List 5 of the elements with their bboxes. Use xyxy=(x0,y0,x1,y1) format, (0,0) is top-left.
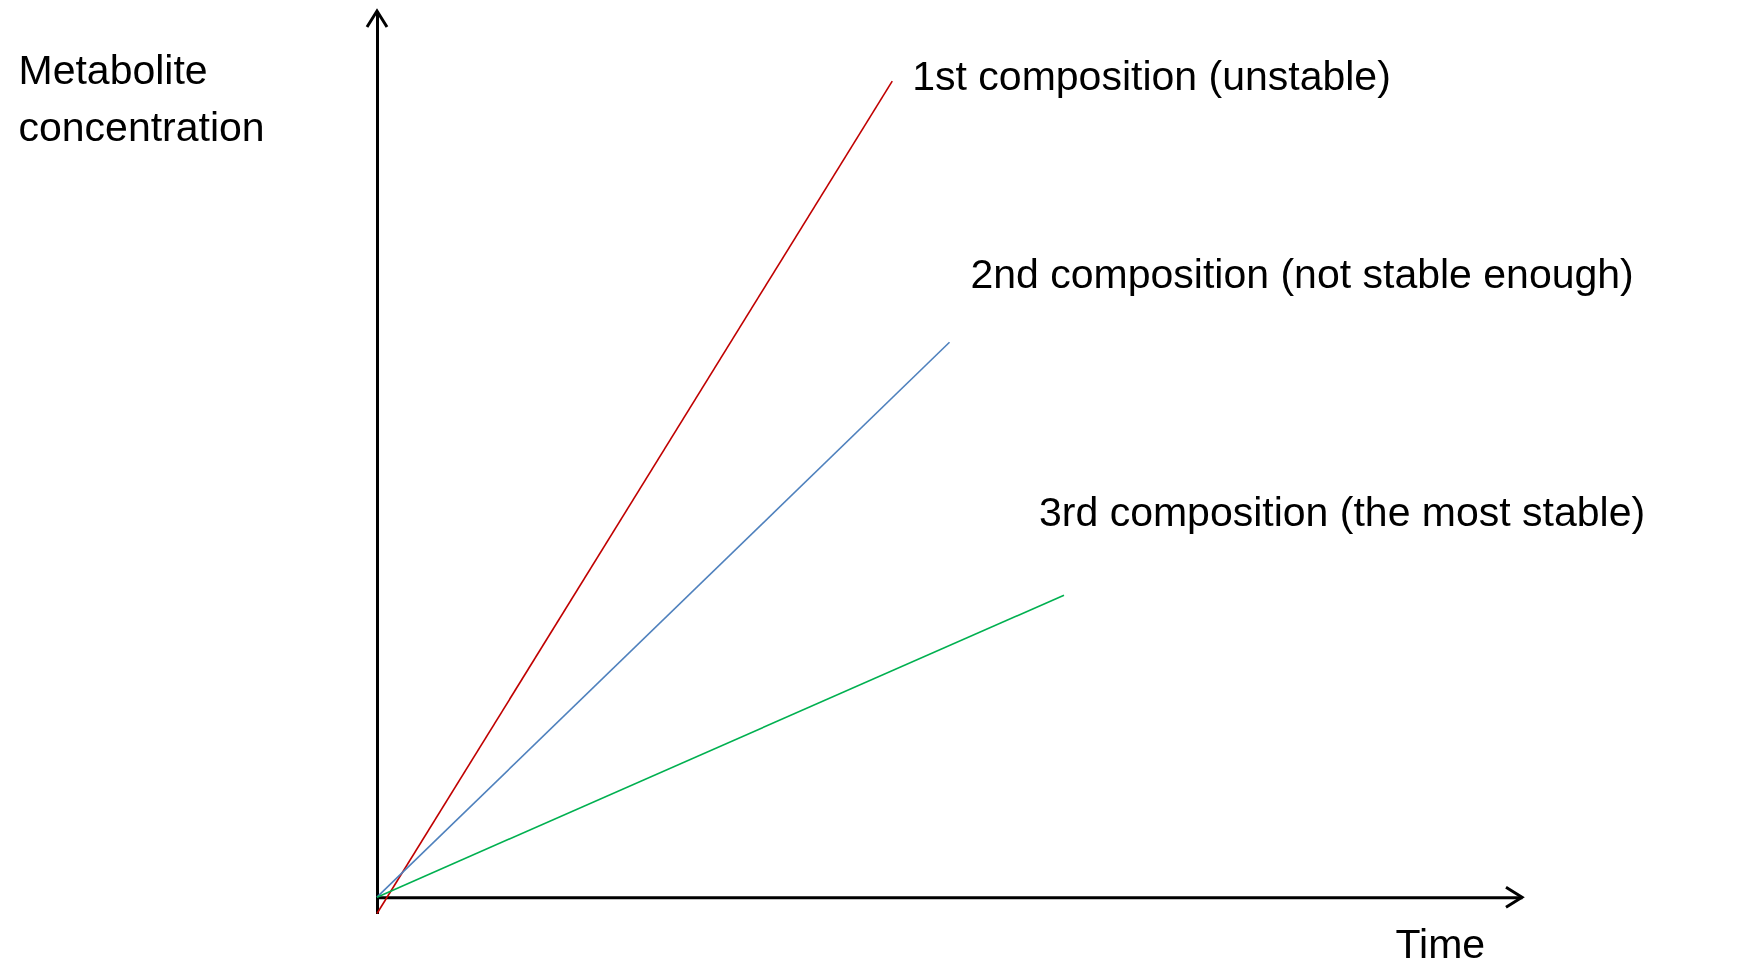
series-label: 1st composition (unstable) xyxy=(912,53,1391,100)
x-axis-title: Time xyxy=(1395,920,1486,967)
series-label: 2nd composition (not stable enough) xyxy=(970,251,1634,298)
y-axis-title: Metabolite concentration xyxy=(18,46,265,150)
series-label: 3rd composition (the most stable) xyxy=(1039,489,1646,536)
